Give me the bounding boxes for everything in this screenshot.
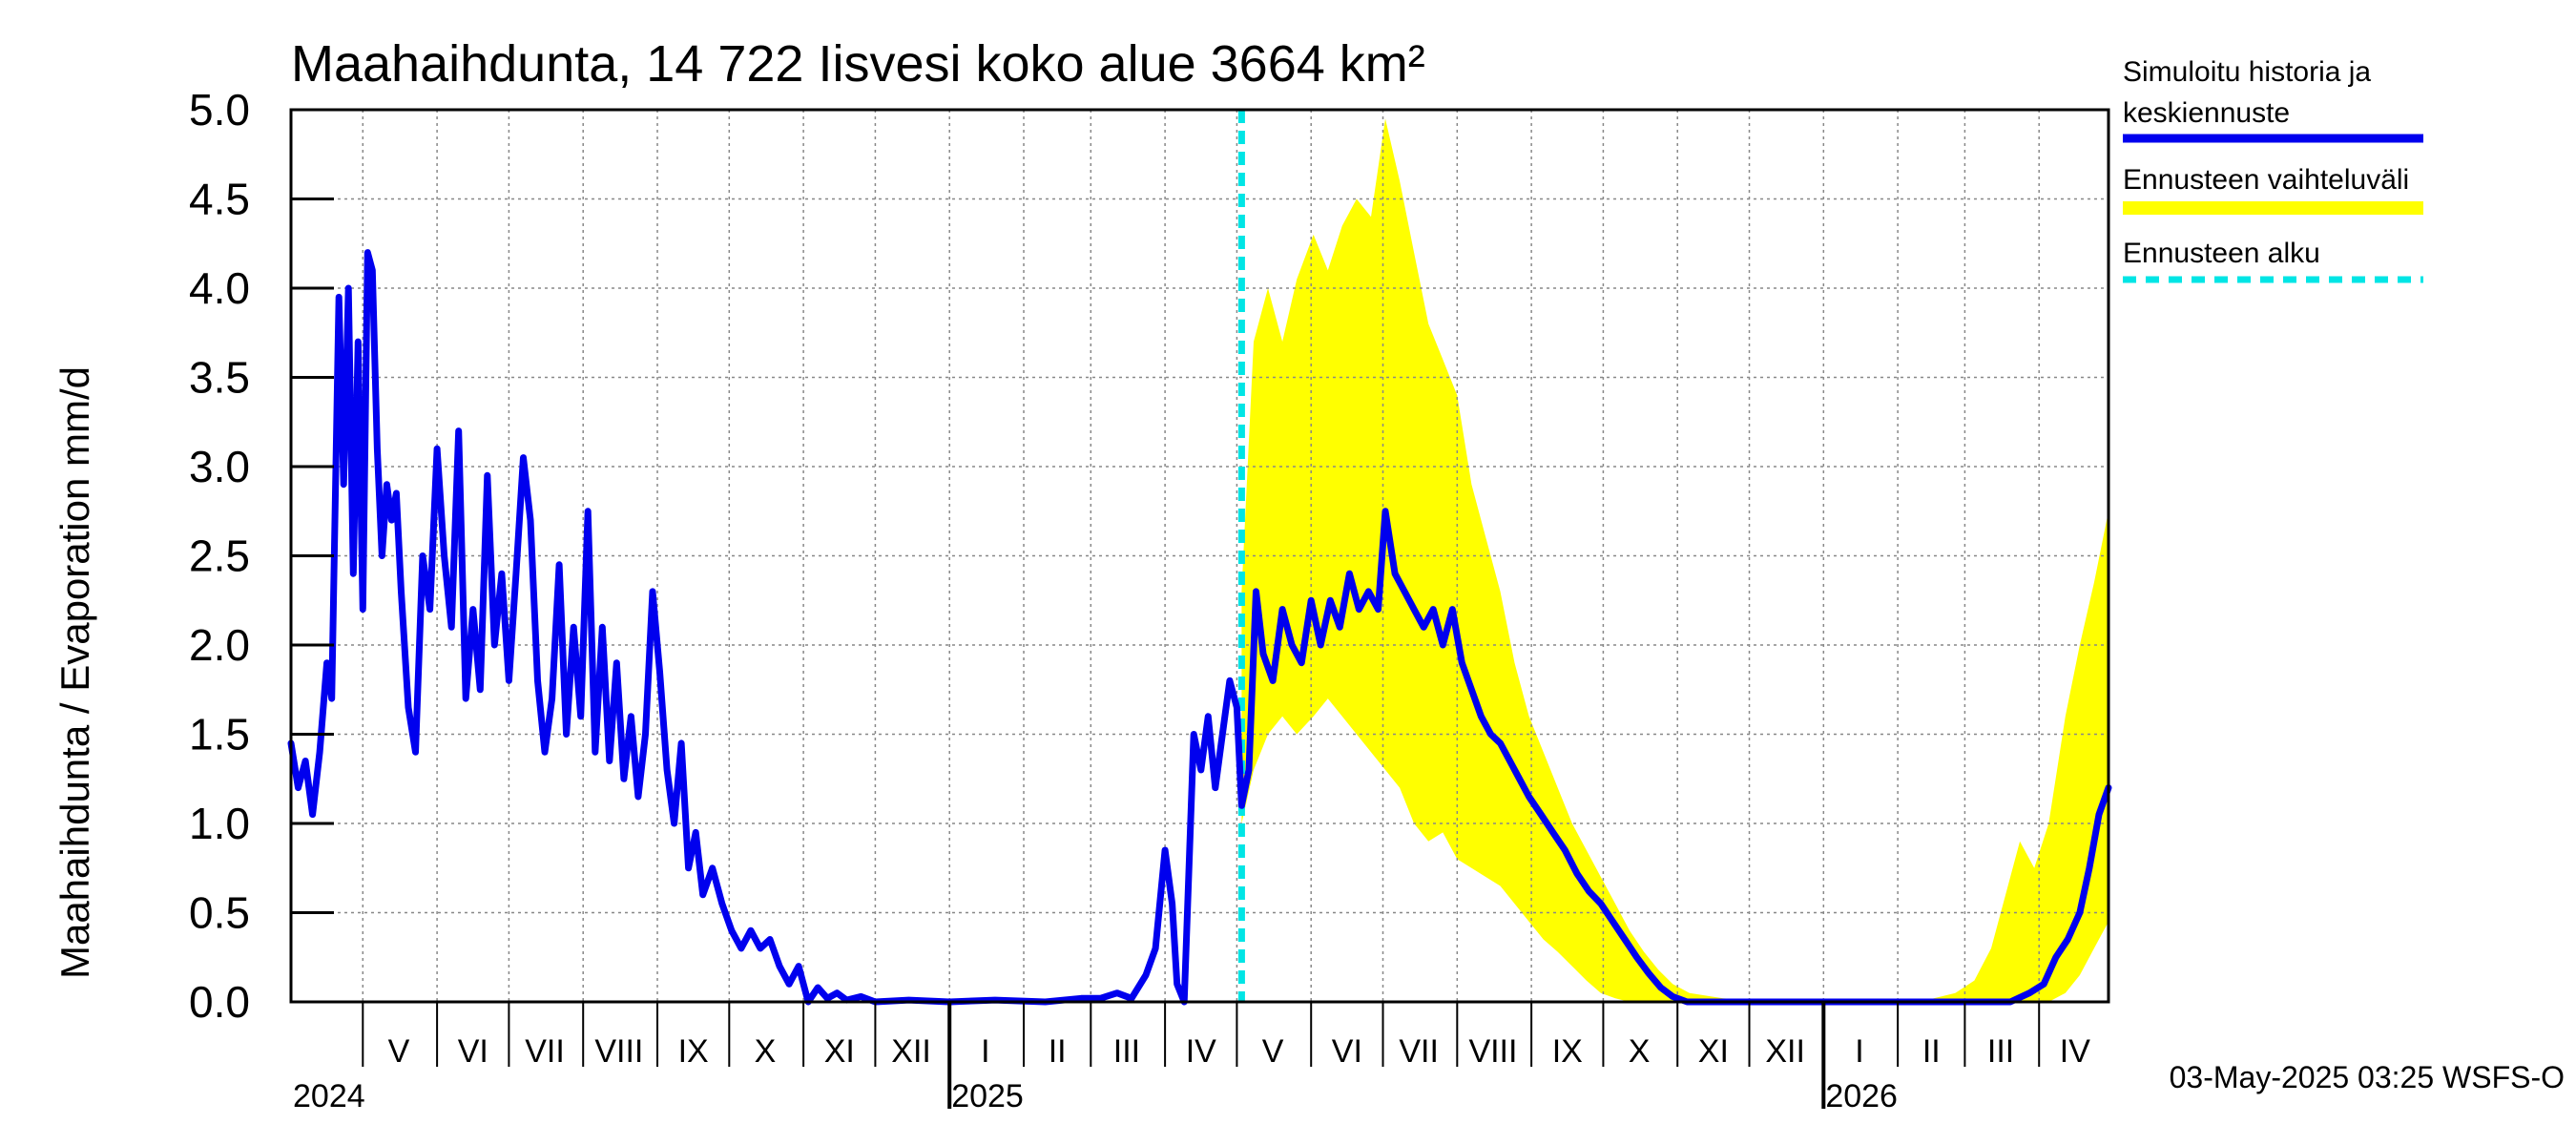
- y-tick-label: 3.0: [189, 442, 250, 491]
- y-tick-label: 0.5: [189, 888, 250, 938]
- month-label: VIII: [1468, 1033, 1517, 1070]
- y-tick-label: 0.0: [189, 977, 250, 1027]
- year-label: 2025: [951, 1078, 1024, 1114]
- legend-label-range: Ennusteen vaihteluväli: [2123, 164, 2409, 196]
- month-label: XII: [891, 1033, 931, 1070]
- year-label: 2024: [293, 1078, 365, 1114]
- month-label: VII: [525, 1033, 565, 1070]
- forecast-range-band: [1241, 118, 2109, 1002]
- month-label: VIII: [594, 1033, 643, 1070]
- y-tick-label: 5.0: [189, 85, 250, 135]
- legend: Simuloitu historia ja keskiennuste Ennus…: [2123, 56, 2423, 283]
- month-label: II: [1922, 1033, 1941, 1070]
- month-label: II: [1049, 1033, 1067, 1070]
- month-label: IV: [2060, 1033, 2090, 1070]
- month-label: V: [1262, 1033, 1284, 1070]
- month-label: VI: [458, 1033, 488, 1070]
- legend-label-line1: Simuloitu historia ja: [2123, 56, 2371, 88]
- forecast-band-area: [1241, 118, 2109, 1002]
- month-label: III: [1113, 1033, 1140, 1070]
- month-label: XI: [824, 1033, 855, 1070]
- month-label: V: [388, 1033, 410, 1070]
- y-tick-label: 4.5: [189, 175, 250, 224]
- month-label: IX: [678, 1033, 709, 1070]
- month-label: X: [1629, 1033, 1651, 1070]
- y-axis-ticks: 0.0 0.5 1.0 1.5 2.0 2.5 3.0 3.5 4.0 4.5 5.0: [189, 85, 334, 1027]
- grid-lines: [291, 110, 2109, 1002]
- month-label: III: [1987, 1033, 2014, 1070]
- month-label: VII: [1399, 1033, 1439, 1070]
- chart-title: Maahaihdunta, 14 722 Iisvesi koko alue 3…: [291, 35, 1425, 93]
- y-tick-label: 1.5: [189, 710, 250, 760]
- month-label: VI: [1332, 1033, 1362, 1070]
- month-label: IX: [1552, 1033, 1583, 1070]
- year-label: 2026: [1825, 1078, 1898, 1114]
- y-tick-label: 1.0: [189, 799, 250, 848]
- month-label: I: [1855, 1033, 1863, 1070]
- month-label: XI: [1698, 1033, 1729, 1070]
- month-label: IV: [1186, 1033, 1216, 1070]
- y-tick-label: 3.5: [189, 353, 250, 403]
- month-label: XII: [1765, 1033, 1805, 1070]
- legend-label-forecast-start: Ennusteen alku: [2123, 238, 2320, 269]
- y-axis-label: Maahaihdunta / Evaporation mm/d: [52, 366, 97, 979]
- y-tick-label: 2.5: [189, 531, 250, 581]
- timestamp: 03-May-2025 03:25 WSFS-O: [2170, 1060, 2565, 1094]
- month-label: X: [755, 1033, 777, 1070]
- month-label: I: [981, 1033, 989, 1070]
- legend-label-line2: keskiennuste: [2123, 97, 2290, 129]
- y-tick-label: 4.0: [189, 263, 250, 313]
- y-tick-label: 2.0: [189, 620, 250, 670]
